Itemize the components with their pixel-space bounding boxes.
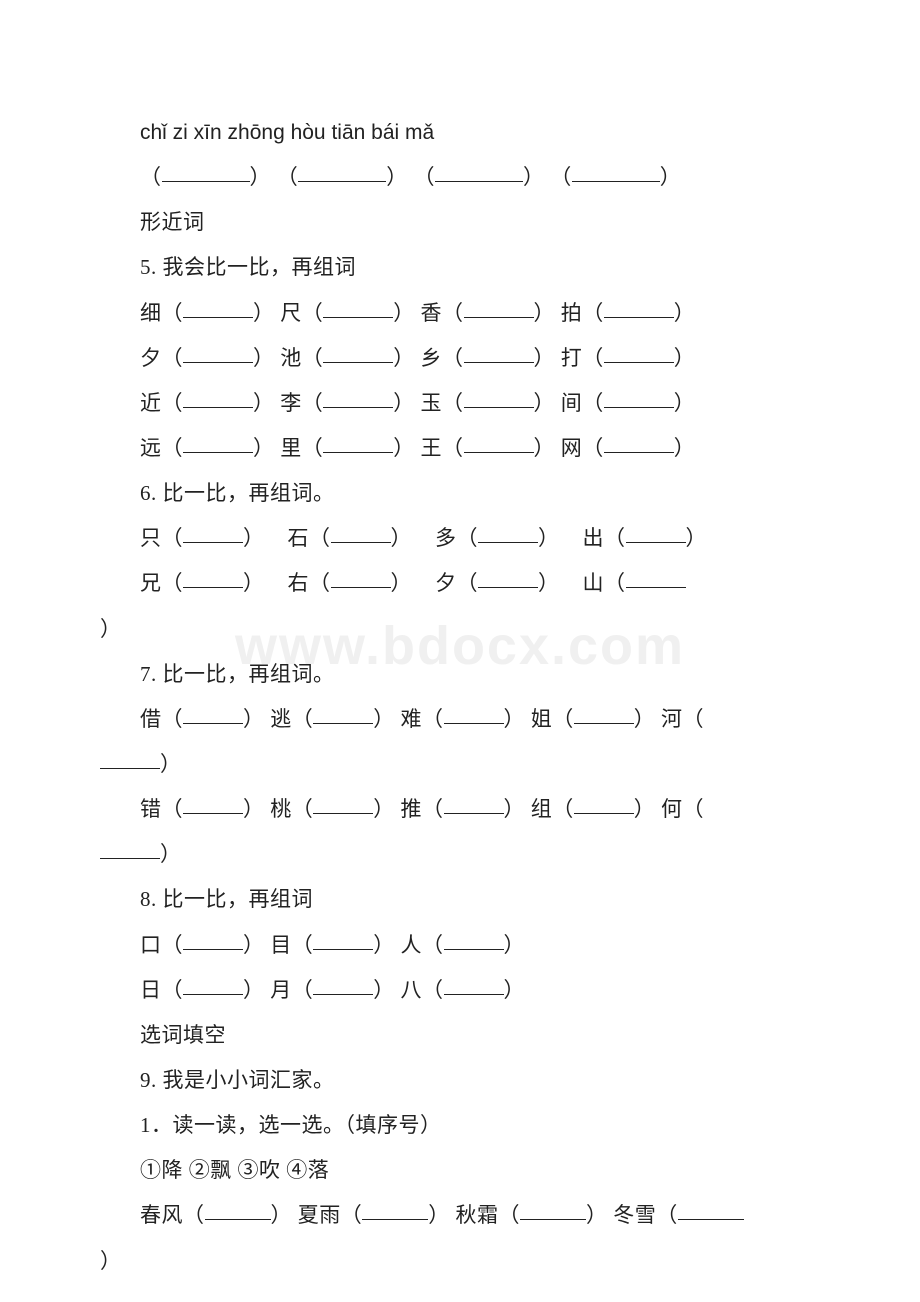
q8-row: 口（） 目（） 人（） [140,923,820,968]
q9-sub1: 1．读一读，选一选。（填序号） [140,1103,820,1148]
q9-choices: ①降 ②飘 ③吹 ④落 [140,1148,820,1193]
q5-row: 近（） 李（） 玉（） 间（） [140,381,820,426]
q6-prompt: 6. 比一比，再组词。 [140,471,820,516]
q5-row: 细（） 尺（） 香（） 拍（） [140,291,820,336]
q6-row: 兄（） 右（） 夕（） 山（ [140,561,820,606]
q9-seasons-row: 春风（） 夏雨（） 秋霜（） 冬雪（ [140,1193,820,1238]
q7-row: 错（） 桃（） 推（） 组（） 何（ [140,787,820,832]
q5-prompt: 5. 我会比一比，再组词 [140,245,820,290]
q9-seasons-wrap: ） [100,1239,820,1284]
document-body: chǐ zi xīn zhōng hòu tiān bái mǎ （） （） （… [140,110,820,1284]
heading-xingjinci: 形近词 [140,200,820,245]
q7-row-wrap: ） [100,742,820,787]
q7-row: 借（） 逃（） 难（） 姐（） 河（ [140,697,820,742]
q7-prompt: 7. 比一比，再组词。 [140,652,820,697]
q6-row-wrap: ） [100,607,820,652]
q5-row: 远（） 里（） 王（） 网（） [140,426,820,471]
blank-paren-row: （） （） （） （） [140,155,820,200]
q8-row: 日（） 月（） 八（） [140,968,820,1013]
q8-prompt: 8. 比一比，再组词 [140,877,820,922]
q7-row-wrap: ） [100,832,820,877]
q9-prompt: 9. 我是小小词汇家。 [140,1058,820,1103]
q5-row: 夕（） 池（） 乡（） 打（） [140,336,820,381]
heading-xuanci: 选词填空 [140,1013,820,1058]
pinyin-line: chǐ zi xīn zhōng hòu tiān bái mǎ [140,110,820,155]
q6-row: 只（） 石（） 多（） 出（） [140,516,820,561]
